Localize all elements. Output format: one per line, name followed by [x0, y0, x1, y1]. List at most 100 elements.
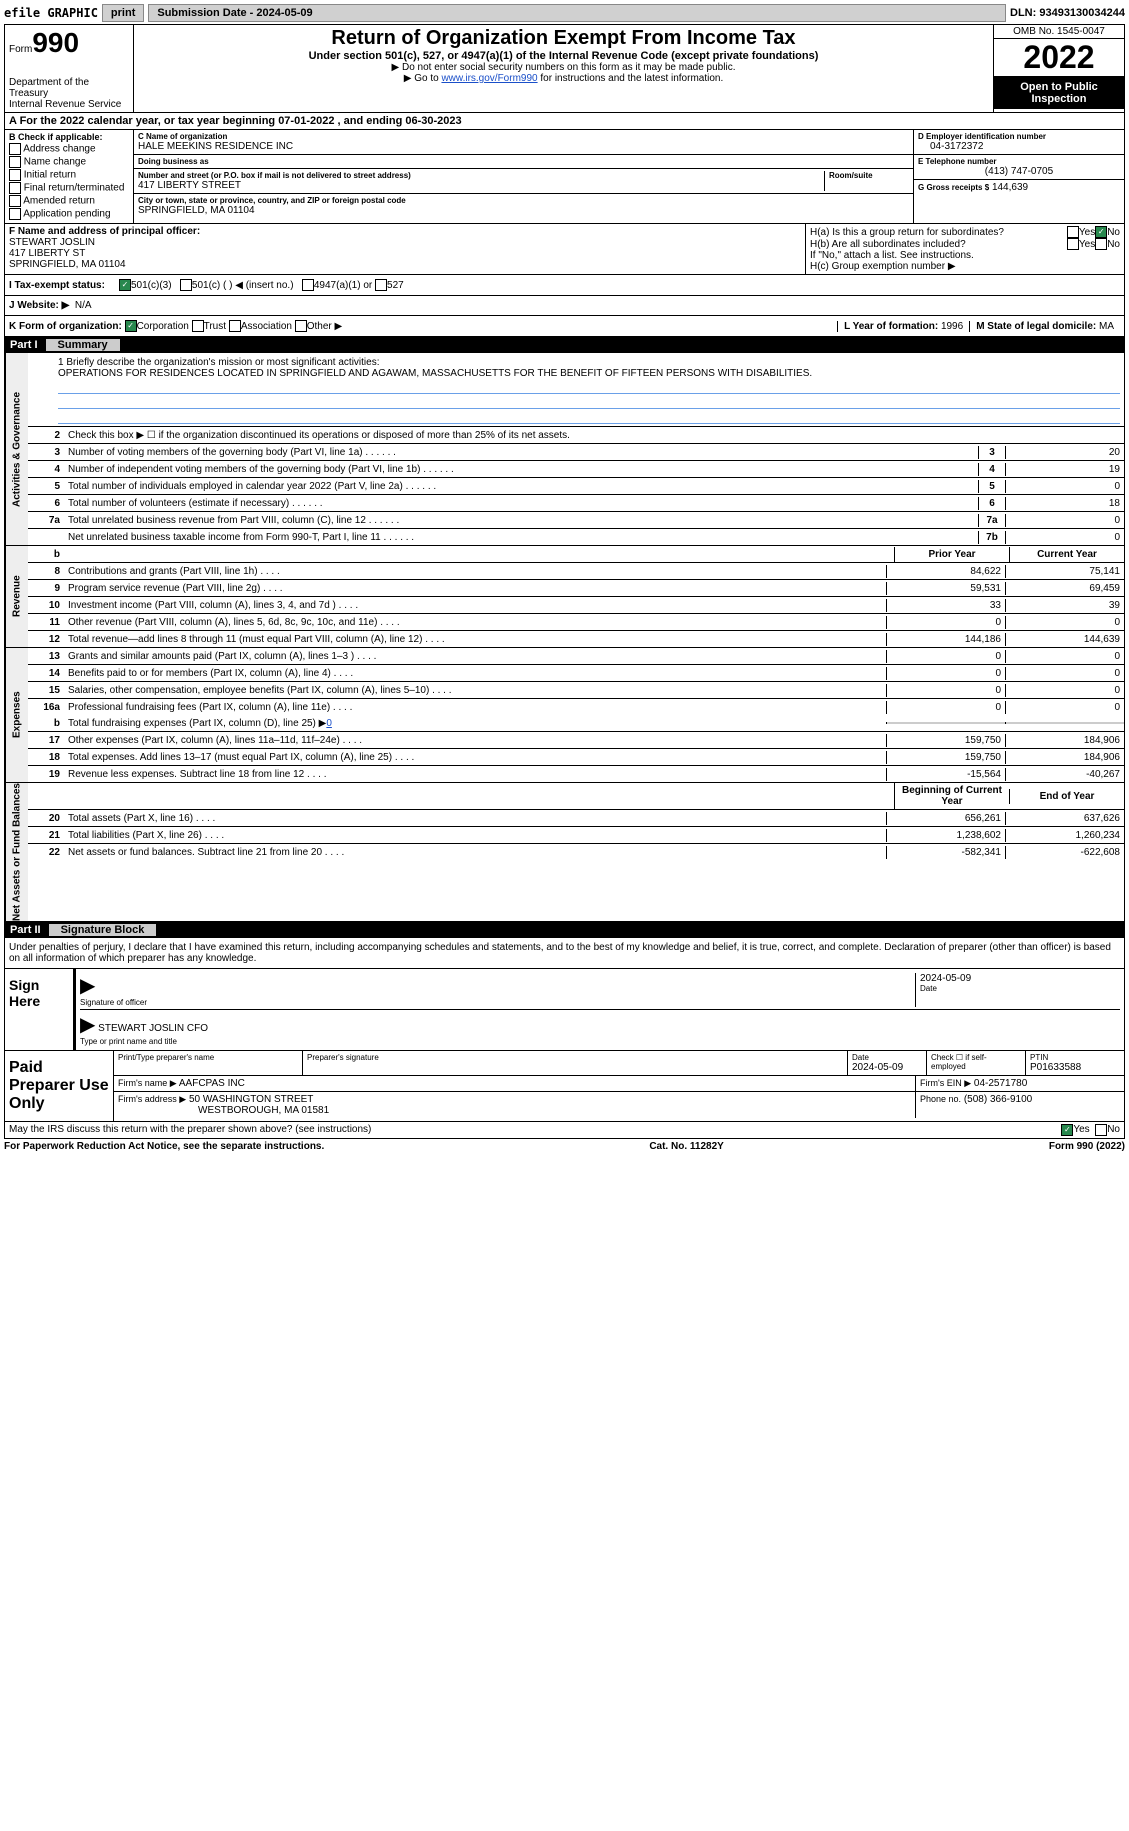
ptin-value: P01633588 — [1030, 1062, 1120, 1073]
fundraising-link[interactable]: 0 — [326, 718, 332, 729]
h-b-label: H(b) Are all subordinates included? — [810, 239, 1067, 250]
header-left: Form990 Department of the Treasury Inter… — [5, 25, 134, 112]
begin-year-header: Beginning of Current Year — [894, 783, 1009, 809]
ha-no-checkbox[interactable]: ✓ — [1095, 226, 1107, 238]
side-revenue: Revenue — [5, 546, 28, 647]
addr-label: Number and street (or P.O. box if mail i… — [138, 171, 824, 180]
checkbox-pending[interactable] — [9, 208, 21, 220]
sign-here-label: Sign Here — [5, 969, 76, 1050]
line-2: Check this box ▶ ☐ if the organization d… — [64, 429, 1124, 442]
gross-label: G Gross receipts $ — [918, 183, 989, 192]
self-emp-check: Check ☐ if self-employed — [927, 1051, 1026, 1075]
phone-value: (413) 747-0705 — [918, 166, 1120, 177]
firm-addr: 50 WASHINGTON STREET — [189, 1094, 313, 1105]
sign-date-label: Date — [920, 984, 1120, 993]
website-label: J Website: ▶ — [9, 300, 69, 311]
officer-label: F Name and address of principal officer: — [9, 226, 801, 237]
form-header: Form990 Department of the Treasury Inter… — [4, 24, 1125, 113]
expenses-section: Expenses 13 Grants and similar amounts p… — [4, 648, 1125, 783]
officer-name-title: STEWART JOSLIN CFO — [98, 1023, 208, 1034]
side-governance: Activities & Governance — [5, 353, 28, 545]
trust-checkbox[interactable] — [192, 320, 204, 332]
table-row: Net unrelated business taxable income fr… — [28, 529, 1124, 545]
prep-date: 2024-05-09 — [852, 1062, 922, 1073]
discuss-yes-checkbox[interactable]: ✓ — [1061, 1124, 1073, 1136]
col-d: D Employer identification number 04-3172… — [913, 130, 1124, 223]
form-note-1: ▶ Do not enter social security numbers o… — [138, 62, 989, 73]
ein-value: 04-3172372 — [918, 141, 1120, 152]
ha-yes-checkbox[interactable] — [1067, 226, 1079, 238]
header-center: Return of Organization Exempt From Incom… — [134, 25, 993, 112]
print-button[interactable]: print — [102, 4, 144, 22]
preparer-label: Paid Preparer Use Only — [5, 1051, 114, 1121]
city-label: City or town, state or province, country… — [138, 196, 909, 205]
addr-value: 417 LIBERTY STREET — [138, 180, 824, 191]
checkbox-final[interactable] — [9, 182, 21, 194]
col-c: C Name of organization HALE MEEKINS RESI… — [134, 130, 913, 223]
gray-cell-2 — [1005, 722, 1124, 724]
table-row: 13 Grants and similar amounts paid (Part… — [28, 648, 1124, 665]
footer-left: For Paperwork Reduction Act Notice, see … — [4, 1141, 324, 1152]
checkbox-name[interactable] — [9, 156, 21, 168]
footer-right: Form 990 (2022) — [1049, 1141, 1125, 1152]
footer: For Paperwork Reduction Act Notice, see … — [4, 1139, 1125, 1154]
form-note-2: ▶ Go to www.irs.gov/Form990 for instruct… — [138, 73, 989, 84]
org-name-label: C Name of organization — [138, 132, 909, 141]
discuss-text: May the IRS discuss this return with the… — [9, 1124, 1061, 1136]
hb-yes-checkbox[interactable] — [1067, 238, 1079, 250]
name-title-label: Type or print name and title — [80, 1037, 1120, 1046]
irs-label: Internal Revenue Service — [9, 99, 129, 110]
assoc-checkbox[interactable] — [229, 320, 241, 332]
checkbox-initial[interactable] — [9, 169, 21, 181]
table-row: 4 Number of independent voting members o… — [28, 461, 1124, 478]
hb-no-checkbox[interactable] — [1095, 238, 1107, 250]
header-right: OMB No. 1545-0047 2022 Open to Public In… — [993, 25, 1124, 112]
top-bar: efile GRAPHIC print Submission Date - 20… — [4, 4, 1125, 22]
table-row: 22 Net assets or fund balances. Subtract… — [28, 844, 1124, 860]
phone-label: E Telephone number — [918, 157, 1120, 166]
checkbox-amended[interactable] — [9, 195, 21, 207]
gross-value: 144,639 — [992, 182, 1028, 193]
net-assets-section: Net Assets or Fund Balances Beginning of… — [4, 783, 1125, 922]
table-row: 14 Benefits paid to or for members (Part… — [28, 665, 1124, 682]
efile-label: efile GRAPHIC — [4, 6, 98, 20]
dba-label: Doing business as — [138, 157, 909, 166]
table-row: 5 Total number of individuals employed i… — [28, 478, 1124, 495]
discuss-no-checkbox[interactable] — [1095, 1124, 1107, 1136]
501c-checkbox[interactable] — [180, 279, 192, 291]
table-row: 8 Contributions and grants (Part VIII, l… — [28, 563, 1124, 580]
state-domicile: MA — [1099, 321, 1114, 332]
sig-officer-label: Signature of officer — [80, 998, 915, 1007]
officer-addr1: 417 LIBERTY ST — [9, 248, 801, 259]
website-value: N/A — [75, 300, 92, 311]
col-h: H(a) Is this a group return for subordin… — [805, 224, 1124, 274]
current-year-header: Current Year — [1009, 547, 1124, 562]
revenue-section: Revenue b Prior Year Current Year 8 Cont… — [4, 546, 1125, 648]
h-b-note: If "No," attach a list. See instructions… — [810, 250, 1120, 261]
tax-status-label: I Tax-exempt status: — [9, 280, 119, 291]
gray-cell-1 — [886, 722, 1005, 724]
firm-name: AAFCPAS INC — [179, 1078, 245, 1089]
block-bcd: B Check if applicable: Address change Na… — [4, 130, 1125, 224]
firm-ein: 04-2571780 — [974, 1078, 1027, 1089]
row-fgh: F Name and address of principal officer:… — [4, 224, 1125, 275]
form990-link[interactable]: www.irs.gov/Form990 — [441, 73, 537, 84]
form-number: 990 — [32, 27, 79, 58]
501c3-checkbox[interactable]: ✓ — [119, 279, 131, 291]
form-word: Form — [9, 44, 32, 55]
form-org-row: K Form of organization: ✓ Corporation Tr… — [4, 316, 1125, 337]
527-checkbox[interactable] — [375, 279, 387, 291]
dln-label: DLN: 93493130034244 — [1010, 7, 1125, 19]
checkbox-address[interactable] — [9, 143, 21, 155]
table-row: 16a Professional fundraising fees (Part … — [28, 699, 1124, 715]
other-checkbox[interactable] — [295, 320, 307, 332]
form-org-label: K Form of organization: — [9, 321, 122, 332]
table-row: 19 Revenue less expenses. Subtract line … — [28, 766, 1124, 782]
4947-checkbox[interactable] — [302, 279, 314, 291]
end-year-header: End of Year — [1009, 789, 1124, 804]
h-a-label: H(a) Is this a group return for subordin… — [810, 227, 1067, 238]
corp-checkbox[interactable]: ✓ — [125, 320, 137, 332]
table-row: 10 Investment income (Part VIII, column … — [28, 597, 1124, 614]
mission-text: OPERATIONS FOR RESIDENCES LOCATED IN SPR… — [58, 368, 1120, 379]
table-row: 9 Program service revenue (Part VIII, li… — [28, 580, 1124, 597]
